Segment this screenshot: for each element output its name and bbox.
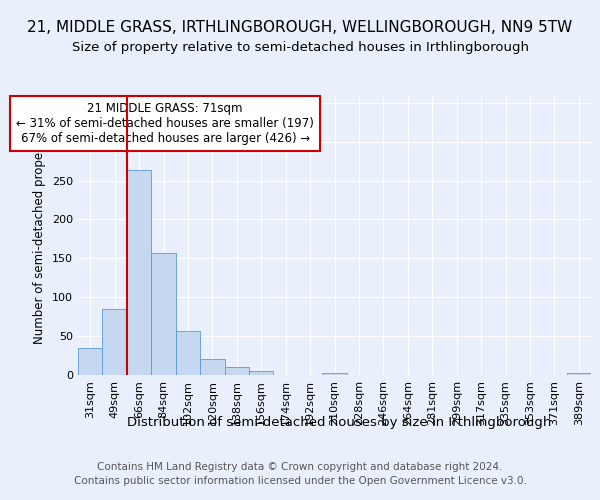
Text: 21, MIDDLE GRASS, IRTHLINGBOROUGH, WELLINGBOROUGH, NN9 5TW: 21, MIDDLE GRASS, IRTHLINGBOROUGH, WELLI… [28, 20, 572, 35]
Bar [322, 372, 347, 375]
Text: Contains public sector information licensed under the Open Government Licence v3: Contains public sector information licen… [74, 476, 526, 486]
Bar [224, 367, 249, 375]
Bar [103, 309, 127, 375]
Text: Size of property relative to semi-detached houses in Irthlingborough: Size of property relative to semi-detach… [71, 41, 529, 54]
Bar [249, 371, 274, 375]
Bar [78, 348, 103, 375]
Bar [566, 372, 591, 375]
Bar [176, 330, 200, 375]
Bar [151, 253, 176, 375]
Text: Contains HM Land Registry data © Crown copyright and database right 2024.: Contains HM Land Registry data © Crown c… [97, 462, 503, 472]
Text: 21 MIDDLE GRASS: 71sqm
← 31% of semi-detached houses are smaller (197)
67% of se: 21 MIDDLE GRASS: 71sqm ← 31% of semi-det… [16, 102, 314, 145]
Y-axis label: Number of semi-detached properties: Number of semi-detached properties [34, 126, 46, 344]
Bar [200, 360, 224, 375]
Bar [127, 170, 151, 375]
Text: Distribution of semi-detached houses by size in Irthlingborough: Distribution of semi-detached houses by … [127, 416, 551, 429]
